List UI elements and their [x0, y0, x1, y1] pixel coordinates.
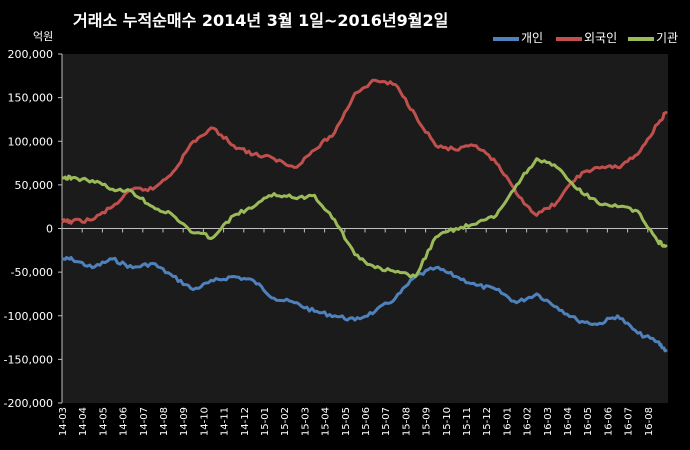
x-tick-label: 15-08 [401, 407, 412, 436]
x-tick-label: 14-07 [139, 407, 150, 436]
y-tick-label: 100,000 [8, 135, 54, 148]
legend-item-individual: 개인 [493, 29, 543, 46]
x-tick-label: 15-09 [422, 407, 433, 436]
y-tick-label: -200,000 [4, 397, 53, 410]
y-tick-label: 150,000 [8, 92, 54, 105]
legend-label-foreign: 외국인 [584, 31, 618, 45]
chart-title: 거래소 누적순매수 2014년 3월 1일~2016년9월2일 [73, 11, 449, 30]
x-tick-label: 14-06 [119, 407, 130, 436]
y-tick-label: -150,000 [4, 353, 53, 366]
x-tick-label: 16-04 [563, 407, 574, 436]
foreign-line [61, 78, 668, 225]
x-tick-label: 16-06 [603, 407, 614, 436]
x-tick-label: 15-12 [482, 407, 493, 436]
individual-line [61, 255, 668, 353]
x-tick-label: 15-01 [260, 407, 271, 436]
y-tick-label: -50,000 [11, 266, 53, 279]
x-tick-label: 16-03 [543, 407, 554, 436]
legend-label-institution: 기관 [656, 31, 679, 45]
x-tick-label: 15-04 [321, 407, 332, 436]
x-tick-label: 16-01 [502, 407, 513, 436]
x-tick-label: 15-05 [341, 407, 352, 436]
x-tick-label: 15-11 [462, 407, 473, 436]
x-tick-label: 16-08 [644, 407, 655, 436]
x-tick-label: 14-05 [98, 407, 109, 436]
x-tick-label: 14-08 [159, 407, 170, 436]
x-tick-label: 15-10 [442, 407, 453, 436]
x-tick-label: 15-03 [300, 407, 311, 436]
x-tick-label: 16-07 [624, 407, 635, 436]
x-tick-label: 14-09 [179, 407, 190, 436]
x-tick-label: 15-02 [280, 407, 291, 436]
x-tick-label: 14-03 [58, 407, 69, 436]
x-tick-label: 14-11 [220, 407, 231, 436]
legend-swatch-institution [628, 36, 654, 41]
legend-label-individual: 개인 [521, 31, 544, 45]
x-tick-label: 16-02 [523, 407, 534, 436]
y-tick-label: 200,000 [8, 48, 54, 61]
x-tick-label: 15-07 [381, 407, 392, 436]
unit-label: 억원 [33, 30, 54, 43]
x-tick-label: 15-06 [361, 407, 372, 436]
institution-line [61, 157, 668, 279]
legend-item-institution: 기관 [628, 29, 678, 46]
y-tick-label: -100,000 [4, 310, 53, 323]
y-tick-label: 50,000 [15, 179, 54, 192]
legend-item-foreign: 외국인 [556, 29, 617, 46]
x-tick-label: 14-04 [78, 407, 89, 436]
legend-swatch-individual [493, 36, 519, 41]
x-tick-label: 16-05 [583, 407, 594, 436]
x-tick-label: 14-10 [199, 407, 210, 436]
y-tick-label: 0 [46, 223, 53, 236]
x-tick-label: 14-12 [240, 407, 251, 436]
legend-swatch-foreign [556, 36, 582, 41]
